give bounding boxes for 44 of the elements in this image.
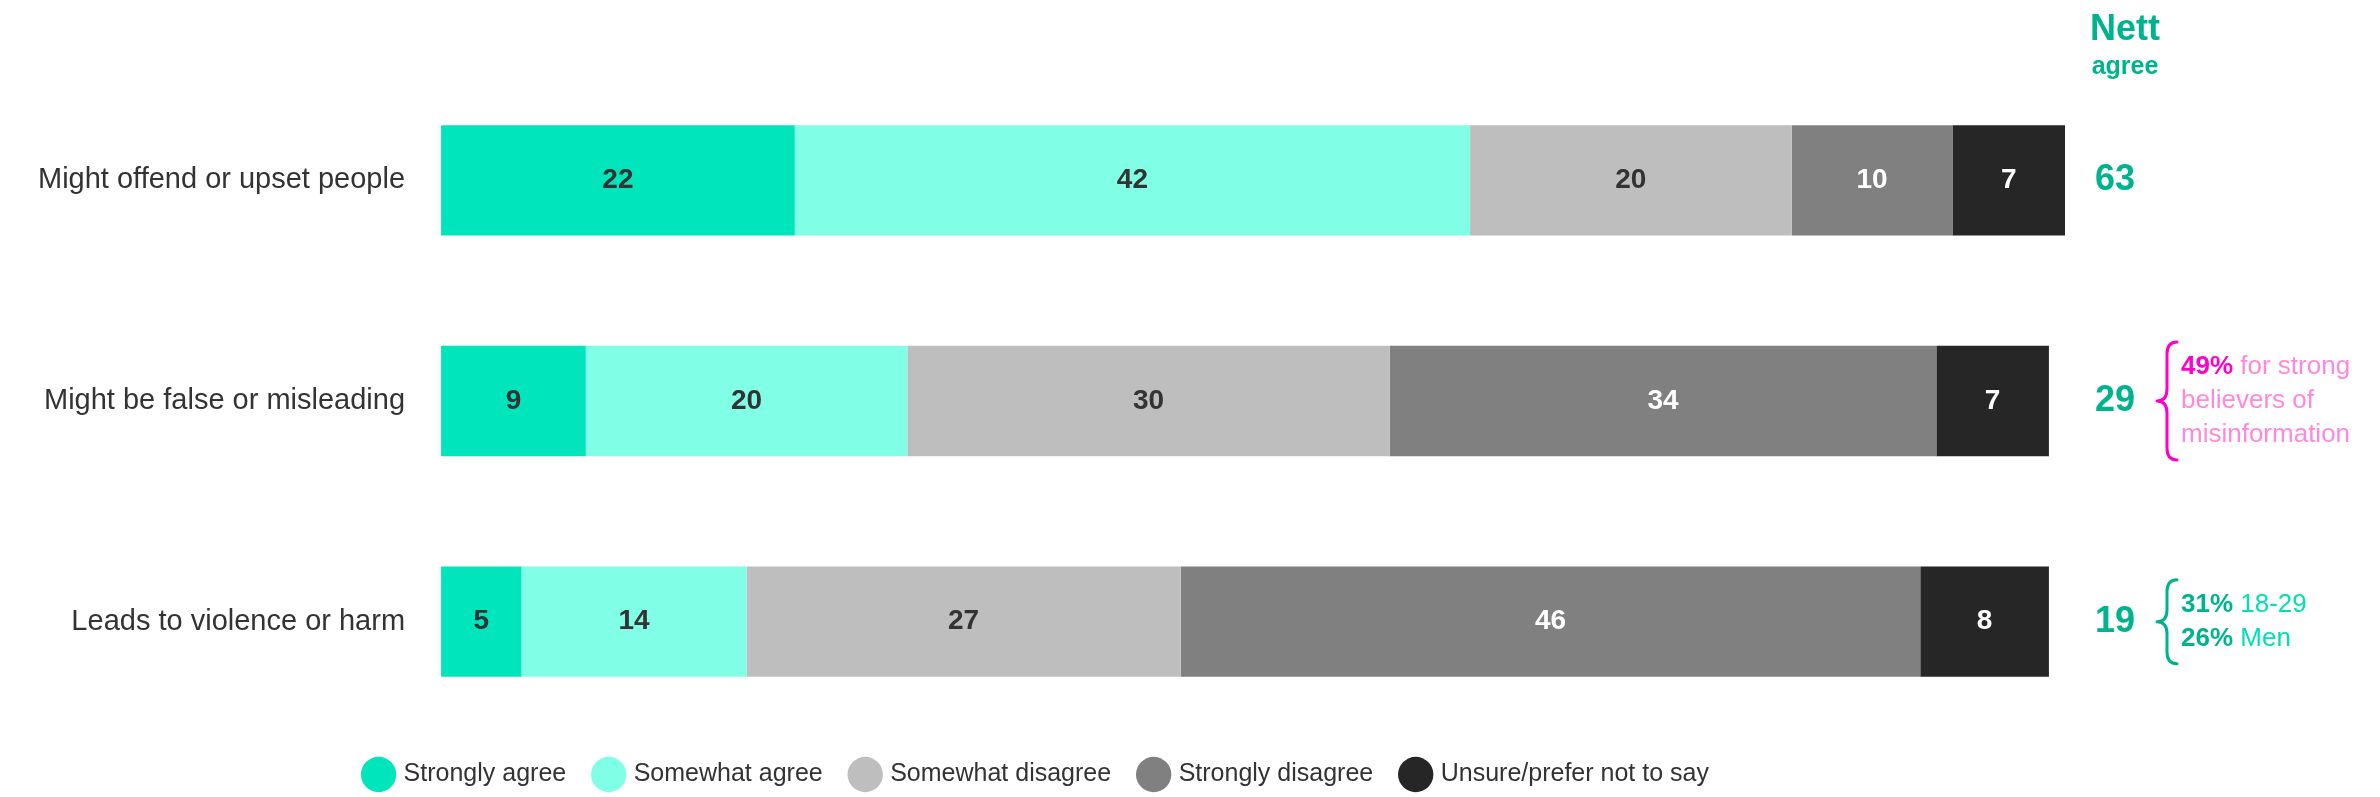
- bar: [521, 566, 747, 677]
- legend-label: Somewhat disagree: [890, 758, 1112, 787]
- text: 29: [2095, 377, 2136, 419]
- data-label: 22: [602, 163, 634, 195]
- bar: [1791, 125, 1953, 236]
- data-label: 20: [730, 383, 763, 415]
- bar: [746, 566, 1181, 677]
- bar: [1936, 345, 2049, 457]
- y-tick-label: Might offend or upset people: [38, 162, 406, 195]
- bar: [441, 345, 586, 457]
- legend-label: Somewhat agree: [633, 758, 823, 787]
- data-label: 10: [1856, 163, 1888, 195]
- bar: [441, 125, 795, 236]
- data-label: 7: [1984, 383, 2001, 415]
- data-label: 8: [1976, 604, 1993, 636]
- bar: [1920, 566, 2049, 677]
- bar: [1470, 125, 1792, 236]
- data-label: 9: [505, 383, 522, 415]
- text: 63: [2095, 157, 2136, 199]
- legend-label: Strongly agree: [403, 758, 567, 787]
- text: Nett agree: [2090, 7, 2161, 79]
- bar: [1952, 125, 2065, 236]
- data-label: 27: [948, 604, 980, 636]
- data-label: 20: [1615, 163, 1647, 195]
- data-label: 7: [2000, 163, 2017, 195]
- legend-label: Strongly disagree: [1178, 758, 1374, 787]
- text: 19: [2095, 598, 2136, 640]
- text: 49% for strong believers of misinformation: [2181, 350, 2351, 449]
- data-label: 42: [1116, 163, 1149, 195]
- data-label: 46: [1534, 604, 1567, 636]
- bar: [794, 125, 1471, 236]
- text: 31% 18-29 26% Men: [2181, 587, 2307, 652]
- y-tick-label: Leads to violence or harm: [71, 603, 406, 636]
- data-label: 30: [1132, 383, 1165, 415]
- data-label: 5: [473, 604, 490, 636]
- bar: [585, 345, 908, 457]
- bar: [1389, 345, 1937, 457]
- bar: [441, 566, 522, 677]
- data-label: 14: [618, 604, 650, 636]
- legend-label: Unsure/prefer not to say: [1440, 758, 1710, 787]
- data-label: 34: [1647, 383, 1680, 415]
- bar: [1180, 566, 1921, 677]
- y-tick-label: Might be false or misleading: [43, 383, 406, 415]
- bar: [907, 345, 1390, 457]
